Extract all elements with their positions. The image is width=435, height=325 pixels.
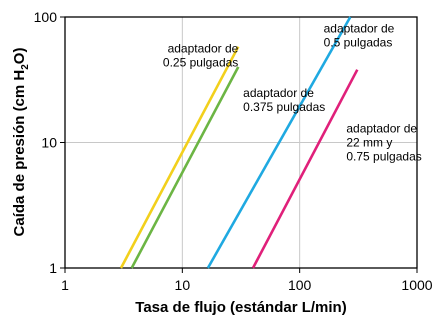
series-line-4 [251,69,359,269]
series-line-2 [130,66,240,269]
series-label-3: 0.5 pulgadas [324,36,393,50]
y-tick-label: 100 [34,9,58,25]
x-tick-label: 1 [61,277,69,293]
x-tick-label: 1000 [401,277,432,293]
series-layer [119,16,359,269]
x-axis-label: Tasa de flujo (estándar L/min) [135,299,346,316]
y-tick-label: 10 [41,135,57,151]
series-line-1 [119,46,240,269]
series-label-4: 22 mm y [346,136,392,150]
y-axis-label-subscript: 2 [20,64,31,70]
series-label-3: adaptador de [324,22,395,36]
series-label-2: 0.375 pulgadas [243,100,325,114]
y-axis-label: Caída de presión (cm H2O) [11,48,31,237]
y-tick-label: 1 [49,260,57,276]
x-tick-label: 10 [175,277,191,293]
series-label-4: 0.75 pulgadas [346,150,421,164]
series-label-1: adaptador de [168,42,239,56]
tick-label-layer: 1 10 100 1000 1 10 100 [34,9,433,293]
series-line-3 [206,16,352,269]
y-axis-label-tail: O) [11,48,28,65]
x-tick-label: 100 [288,277,312,293]
series-label-2: adaptador de [243,86,314,100]
series-label-4: adaptador de [346,122,417,136]
series-label-1: 0.25 pulgadas [163,56,238,70]
grid-layer [65,17,417,268]
y-axis-label-main: Caída de presión (cm H [11,70,28,237]
